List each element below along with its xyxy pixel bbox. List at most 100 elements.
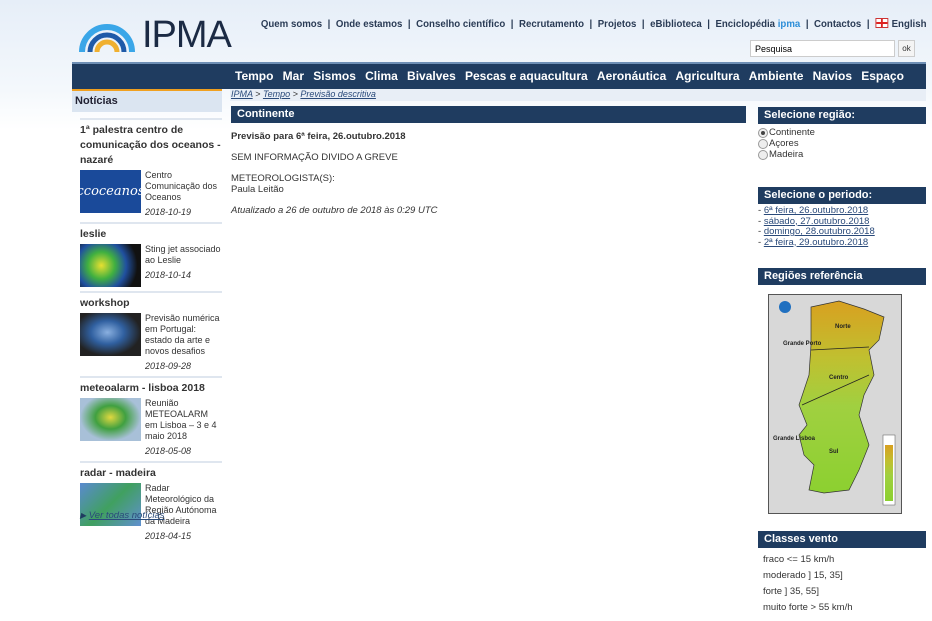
news-thumbnail[interactable]	[80, 483, 141, 526]
nav-espaco[interactable]: Espaço	[861, 69, 904, 83]
period-select-heading: Selecione o periodo:	[758, 187, 926, 204]
period-item: - 6ª feira, 26.outubro.2018	[758, 205, 869, 216]
radio-icon	[758, 149, 768, 160]
radio-continente[interactable]: Continente	[758, 127, 926, 138]
news-text: Reunião METEOALARM em Lisboa – 3 e 4 mai…	[145, 398, 217, 441]
nav-ambiente[interactable]: Ambiente	[748, 69, 804, 83]
region-select-heading: Selecione região:	[758, 107, 926, 124]
region-heading: Continente	[231, 106, 746, 123]
nav-agricultura[interactable]: Agricultura	[675, 69, 740, 83]
radio-icon	[758, 138, 768, 149]
news-list: 1ª palestra centro de comunicação dos oc…	[77, 118, 222, 546]
link-ebiblioteca[interactable]: eBiblioteca	[649, 18, 702, 30]
wind-class: fraco <= 15 km/h	[763, 554, 835, 565]
search-ok-button[interactable]: ok	[898, 40, 915, 57]
link-recrutamento[interactable]: Recrutamento	[518, 18, 584, 30]
link-enciclopedia[interactable]: Enciclopédia ipma	[715, 18, 800, 30]
wind-class: moderado ] 15, 35]	[763, 570, 843, 581]
period-item: - 2ª feira, 29.outubro.2018	[758, 236, 869, 248]
map-label-grande-porto: Grande Porto	[783, 341, 822, 347]
crumb-tempo[interactable]: Tempo	[262, 89, 291, 99]
period-link[interactable]: sábado, 27.outubro.2018	[763, 215, 870, 227]
forecast-body: SEM INFORMAÇÃO DIVIDO A GREVE	[231, 152, 398, 163]
news-item[interactable]: radar - madeira Radar Meteorológico da R…	[80, 461, 222, 546]
news-thumbnail[interactable]	[80, 244, 141, 287]
news-item[interactable]: workshop Previsão numérica em Portugal: …	[80, 291, 222, 376]
news-date: 2018-09-28	[145, 361, 192, 371]
news-thumbnail[interactable]: ccoceanos	[77, 170, 145, 213]
nav-aeronautica[interactable]: Aeronáutica	[596, 69, 667, 83]
nav-bivalves[interactable]: Bivalves	[407, 69, 456, 83]
link-conselho[interactable]: Conselho científico	[415, 18, 505, 30]
logo-arc-icon	[79, 23, 135, 52]
search-input[interactable]	[750, 40, 895, 57]
nav-sismos[interactable]: Sismos	[313, 69, 356, 83]
news-text: Sting jet associado ao Leslie	[145, 244, 221, 265]
see-all-news: ▶ Ver todas notícias	[80, 510, 165, 521]
map-label-norte: Norte	[835, 324, 851, 330]
news-text: Centro Comunicação dos Oceanos	[145, 170, 218, 202]
main-nav: Tempo Mar Sismos Clima Bivalves Pescas e…	[72, 62, 926, 89]
news-thumbnail[interactable]	[80, 398, 141, 441]
news-title[interactable]: workshop	[80, 297, 130, 309]
enciclopedia-label: Enciclopédia	[714, 18, 775, 30]
radio-acores[interactable]: Açores	[758, 138, 926, 149]
nav-navios[interactable]: Navios	[812, 69, 852, 83]
breadcrumb: IPMA > Tempo > Previsão descritiva	[230, 89, 926, 101]
radio-madeira[interactable]: Madeira	[758, 149, 926, 160]
news-title[interactable]: 1ª palestra centro de comunicação dos oc…	[80, 124, 221, 166]
top-links: Quem somos | Onde estamos | Conselho cient…	[260, 18, 926, 30]
forecast-panel: Continente Previsão para 6ª feira, 26.ou…	[231, 106, 746, 216]
radio-label: Madeira	[769, 149, 804, 160]
ipma-suffix: ipma	[777, 18, 800, 30]
radio-label: Continente	[769, 127, 815, 138]
nav-pescas[interactable]: Pescas e aquacultura	[464, 69, 588, 83]
period-link[interactable]: 2ª feira, 29.outubro.2018	[763, 236, 869, 248]
news-thumbnail[interactable]	[80, 313, 141, 356]
news-item[interactable]: 1ª palestra centro de comunicação dos oc…	[77, 118, 222, 222]
reference-regions-heading: Regiões referência	[758, 268, 926, 285]
news-title[interactable]: leslie	[80, 228, 107, 240]
logo-text: IPMA	[142, 14, 232, 56]
news-item[interactable]: meteoalarm - lisboa 2018 Reunião METEOAL…	[80, 376, 222, 461]
wind-class: forte ] 35, 55]	[763, 586, 819, 597]
crumb-ipma[interactable]: IPMA	[231, 89, 253, 99]
uk-flag-icon	[874, 18, 888, 28]
map-label-grande-lisboa: Grande Lisboa	[773, 436, 816, 442]
nav-mar[interactable]: Mar	[282, 69, 305, 83]
link-projetos[interactable]: Projetos	[597, 18, 636, 30]
radio-label: Açores	[769, 138, 799, 149]
map-label-centro: Centro	[829, 375, 849, 381]
period-link[interactable]: domingo, 28.outubro.2018	[763, 226, 875, 237]
period-link[interactable]: 6ª feira, 26.outubro.2018	[763, 205, 869, 216]
news-date: 2018-04-15	[145, 531, 192, 541]
link-contactos[interactable]: Contactos	[813, 18, 861, 30]
right-sidebar: Selecione região: Continente Açores Made…	[758, 107, 926, 616]
meteorologist-label: METEOROLOGISTA(S):	[231, 173, 335, 184]
map-label-sul: Sul	[829, 449, 839, 455]
nav-clima[interactable]: Clima	[365, 69, 398, 83]
news-text: Radar Meteorológico da Região Autónoma d…	[145, 483, 217, 526]
news-title[interactable]: radar - madeira	[80, 467, 156, 479]
forecast-heading: Previsão para 6ª feira, 26.outubro.2018	[231, 131, 406, 142]
ipma-logo[interactable]: IPMA	[78, 14, 232, 57]
updated-text: Atualizado a 26 de outubro de 2018 às 0:…	[231, 205, 438, 216]
radio-icon	[758, 127, 768, 138]
link-onde-estamos[interactable]: Onde estamos	[335, 18, 402, 30]
news-text: Previsão numérica em Portugal: estado da…	[145, 313, 220, 356]
news-title[interactable]: meteoalarm - lisboa 2018	[80, 382, 205, 394]
triangle-right-icon: ▶	[80, 511, 87, 520]
news-date: 2018-10-14	[145, 270, 192, 280]
news-item[interactable]: leslie Sting jet associado ao Leslie 2018…	[80, 222, 222, 291]
crumb-previsao[interactable]: Previsão descritiva	[300, 89, 376, 99]
period-item: - domingo, 28.outubro.2018	[758, 226, 875, 237]
nav-tempo[interactable]: Tempo	[235, 69, 274, 83]
link-quem-somos[interactable]: Quem somos	[260, 18, 322, 30]
reference-regions-map[interactable]: Grande Porto Norte Centro Grande Lisboa …	[768, 294, 902, 514]
ipma-emblem-icon	[779, 301, 791, 313]
wind-classes-heading: Classes vento	[758, 531, 926, 548]
see-all-news-link[interactable]: Ver todas notícias	[88, 510, 165, 521]
news-date: 2018-10-19	[145, 207, 192, 217]
portugal-map: Grande Porto Norte Centro Grande Lisboa …	[769, 295, 901, 513]
link-english[interactable]: English	[874, 18, 926, 30]
